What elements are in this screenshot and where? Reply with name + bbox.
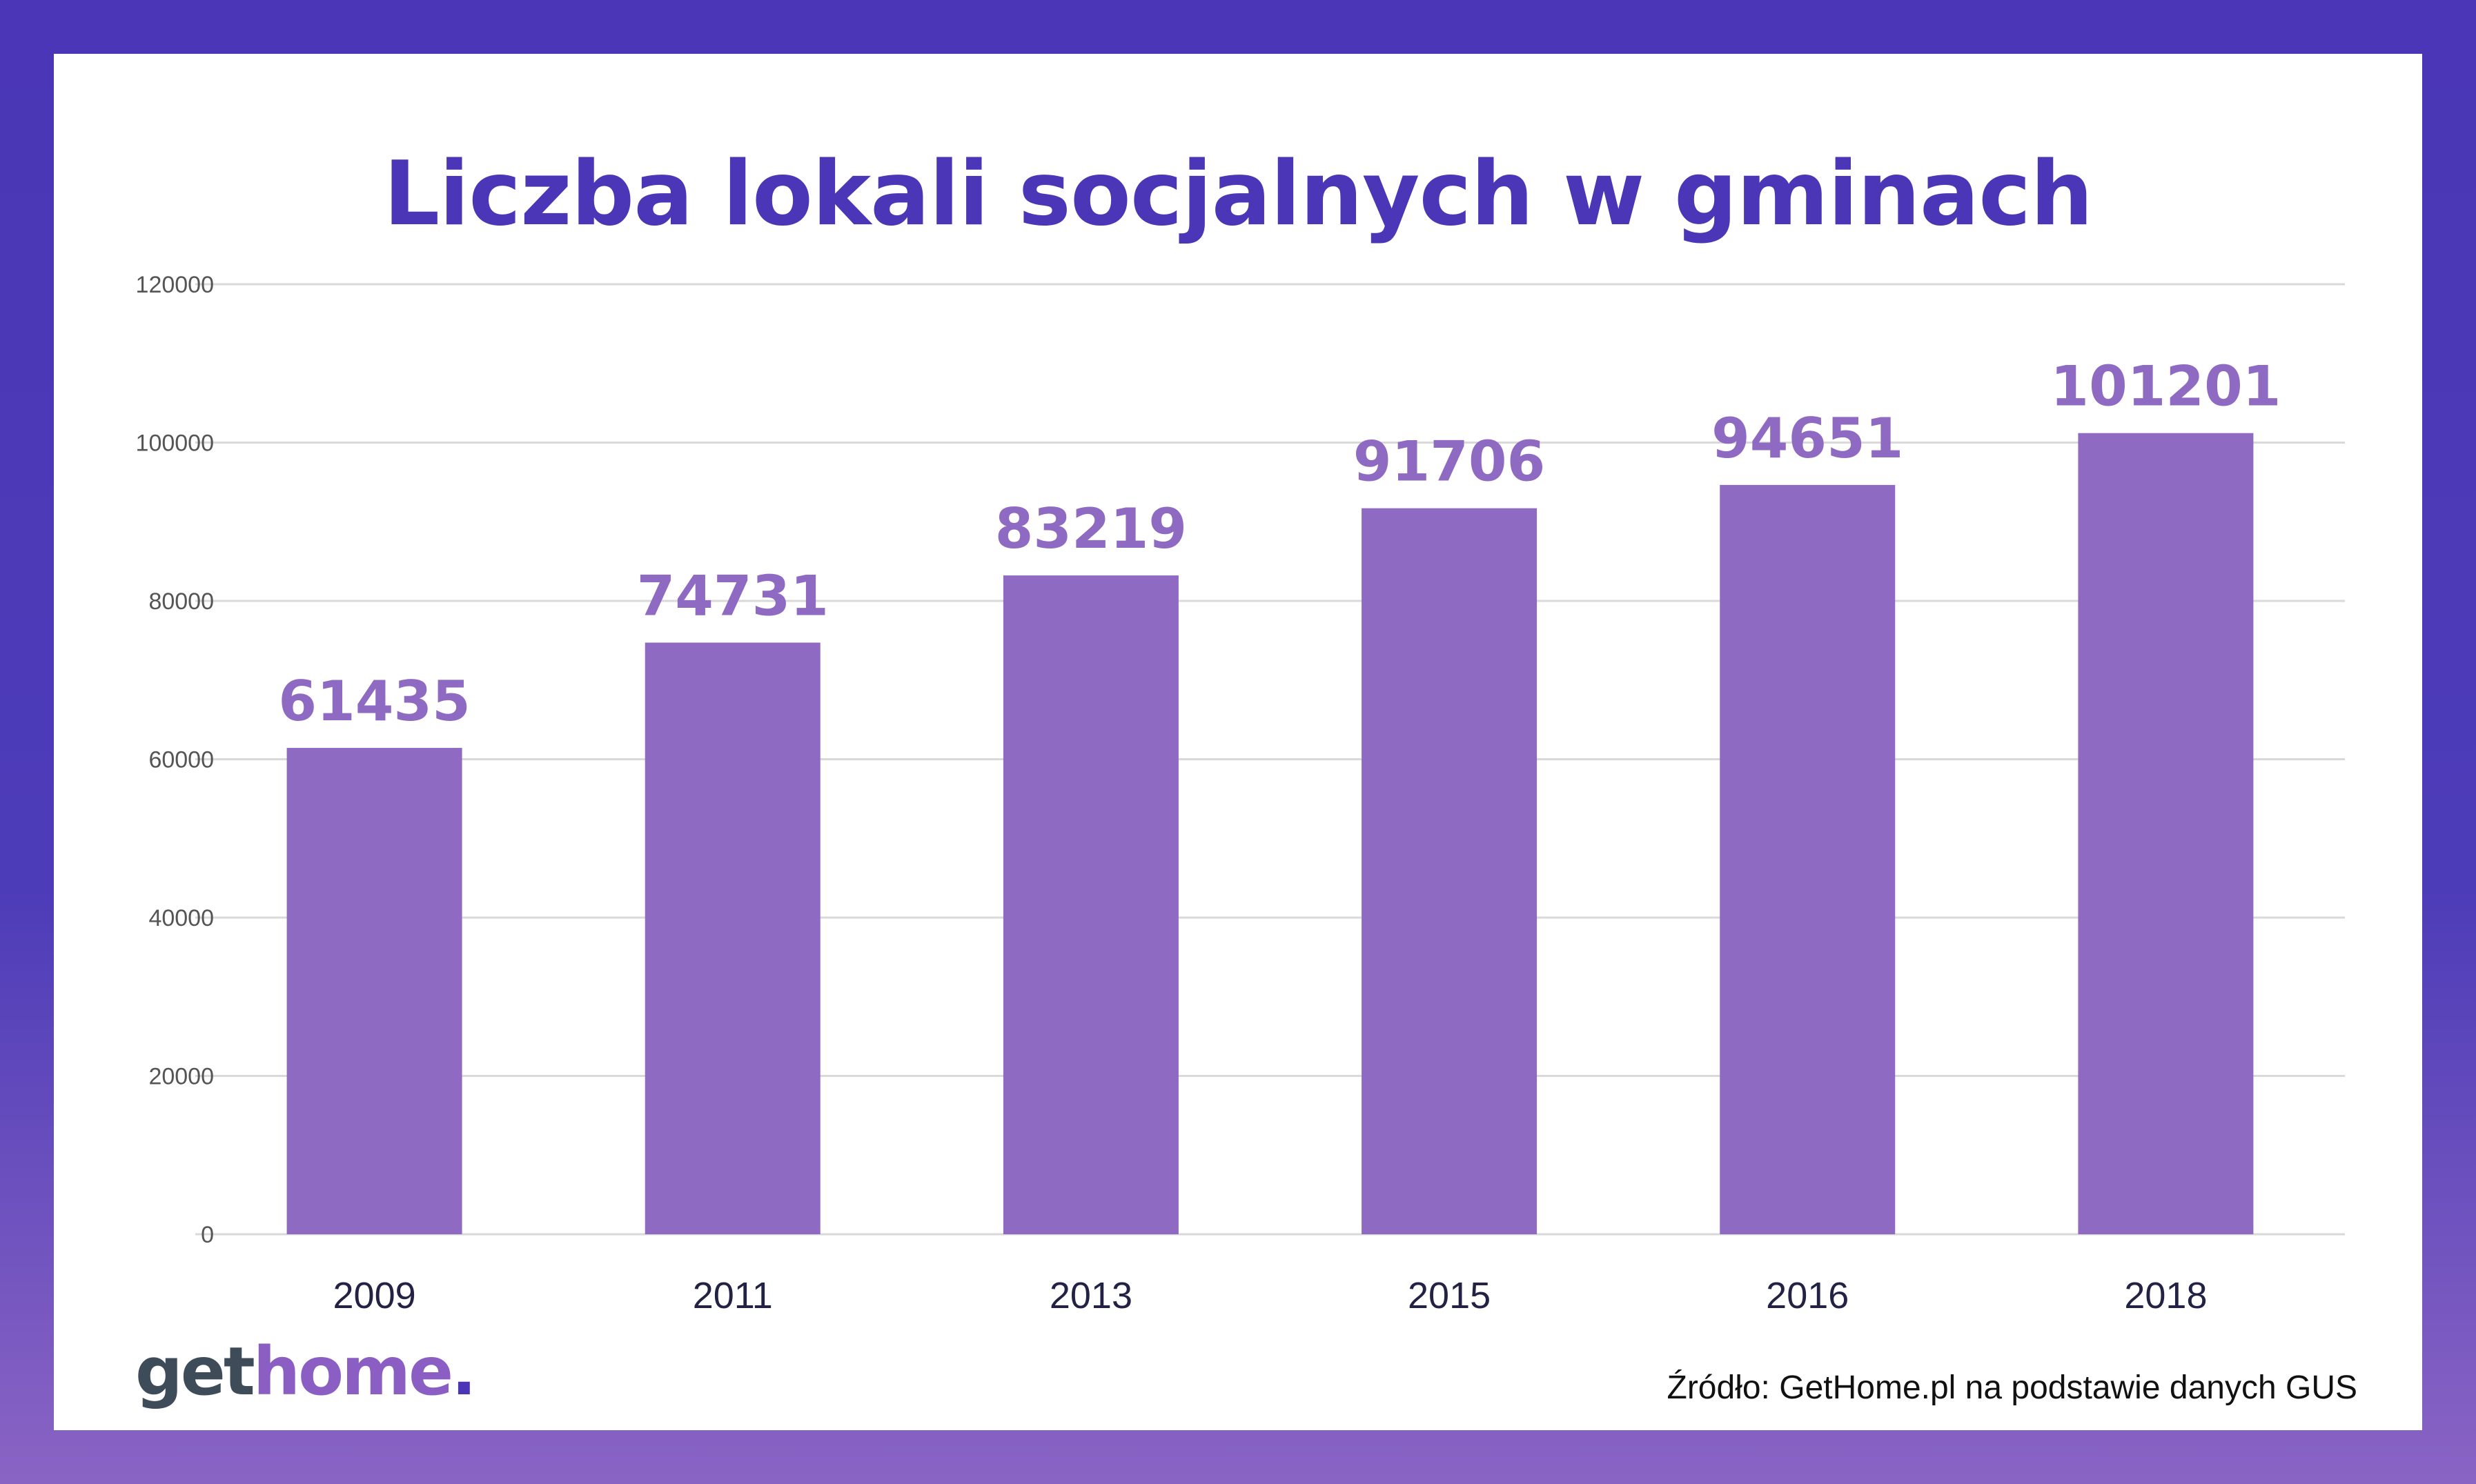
data-label-2013: 83219 [995,497,1187,561]
x-tick-label-2015: 2015 [1408,1275,1491,1316]
y-tick-label: 20000 [148,1064,214,1090]
bar-2011 [645,642,821,1234]
y-axis-ticks: 0 20000 40000 60000 80000 100000 120000 [136,272,214,1248]
logo-part-get: get [135,1333,255,1410]
data-label-2015: 91706 [1353,430,1545,494]
x-axis-ticks: 2009 2011 2013 2015 2016 2018 [333,1275,2208,1316]
y-tick-label: 120000 [136,272,214,298]
bar-2016 [1720,484,1896,1234]
bar-2009 [286,748,462,1234]
chart-card: Liczba lokali socjalnych w gminach 0 2000… [54,54,2422,1430]
gethome-logo: gethome. [135,1338,477,1405]
y-tick-label: 80000 [148,588,214,615]
data-labels: 61435 74731 83219 91706 94651 101201 [278,355,2281,733]
data-label-2011: 74731 [637,564,829,628]
data-label-2009: 61435 [278,669,470,733]
grid-lines [195,283,2345,1236]
data-label-2016: 94651 [1711,406,1903,471]
source-note: Źródło: GetHome.pl na podstawie danych G… [1667,1369,2358,1406]
data-label-2018: 101201 [2050,355,2281,419]
y-tick-label: 60000 [148,747,214,773]
bar-chart: 0 20000 40000 60000 80000 100000 120000 61435 7… [136,272,2345,1316]
chart-title: Liczba lokali socjalnych w gminach [383,143,2093,246]
bar-2018 [2078,433,2254,1234]
x-tick-label-2009: 2009 [333,1275,416,1316]
bars [286,433,2254,1235]
bar-2015 [1362,508,1537,1235]
logo-part-home: home [253,1333,453,1410]
x-tick-label-2011: 2011 [693,1275,773,1316]
bar-2013 [1003,575,1179,1234]
x-tick-label-2018: 2018 [2124,1275,2207,1316]
y-tick-label: 0 [201,1222,214,1248]
y-tick-label: 100000 [136,431,214,457]
x-tick-label-2016: 2016 [1766,1275,1849,1316]
logo-part-dot: . [451,1333,477,1410]
x-tick-label-2013: 2013 [1050,1275,1132,1316]
y-tick-label: 40000 [148,905,214,931]
